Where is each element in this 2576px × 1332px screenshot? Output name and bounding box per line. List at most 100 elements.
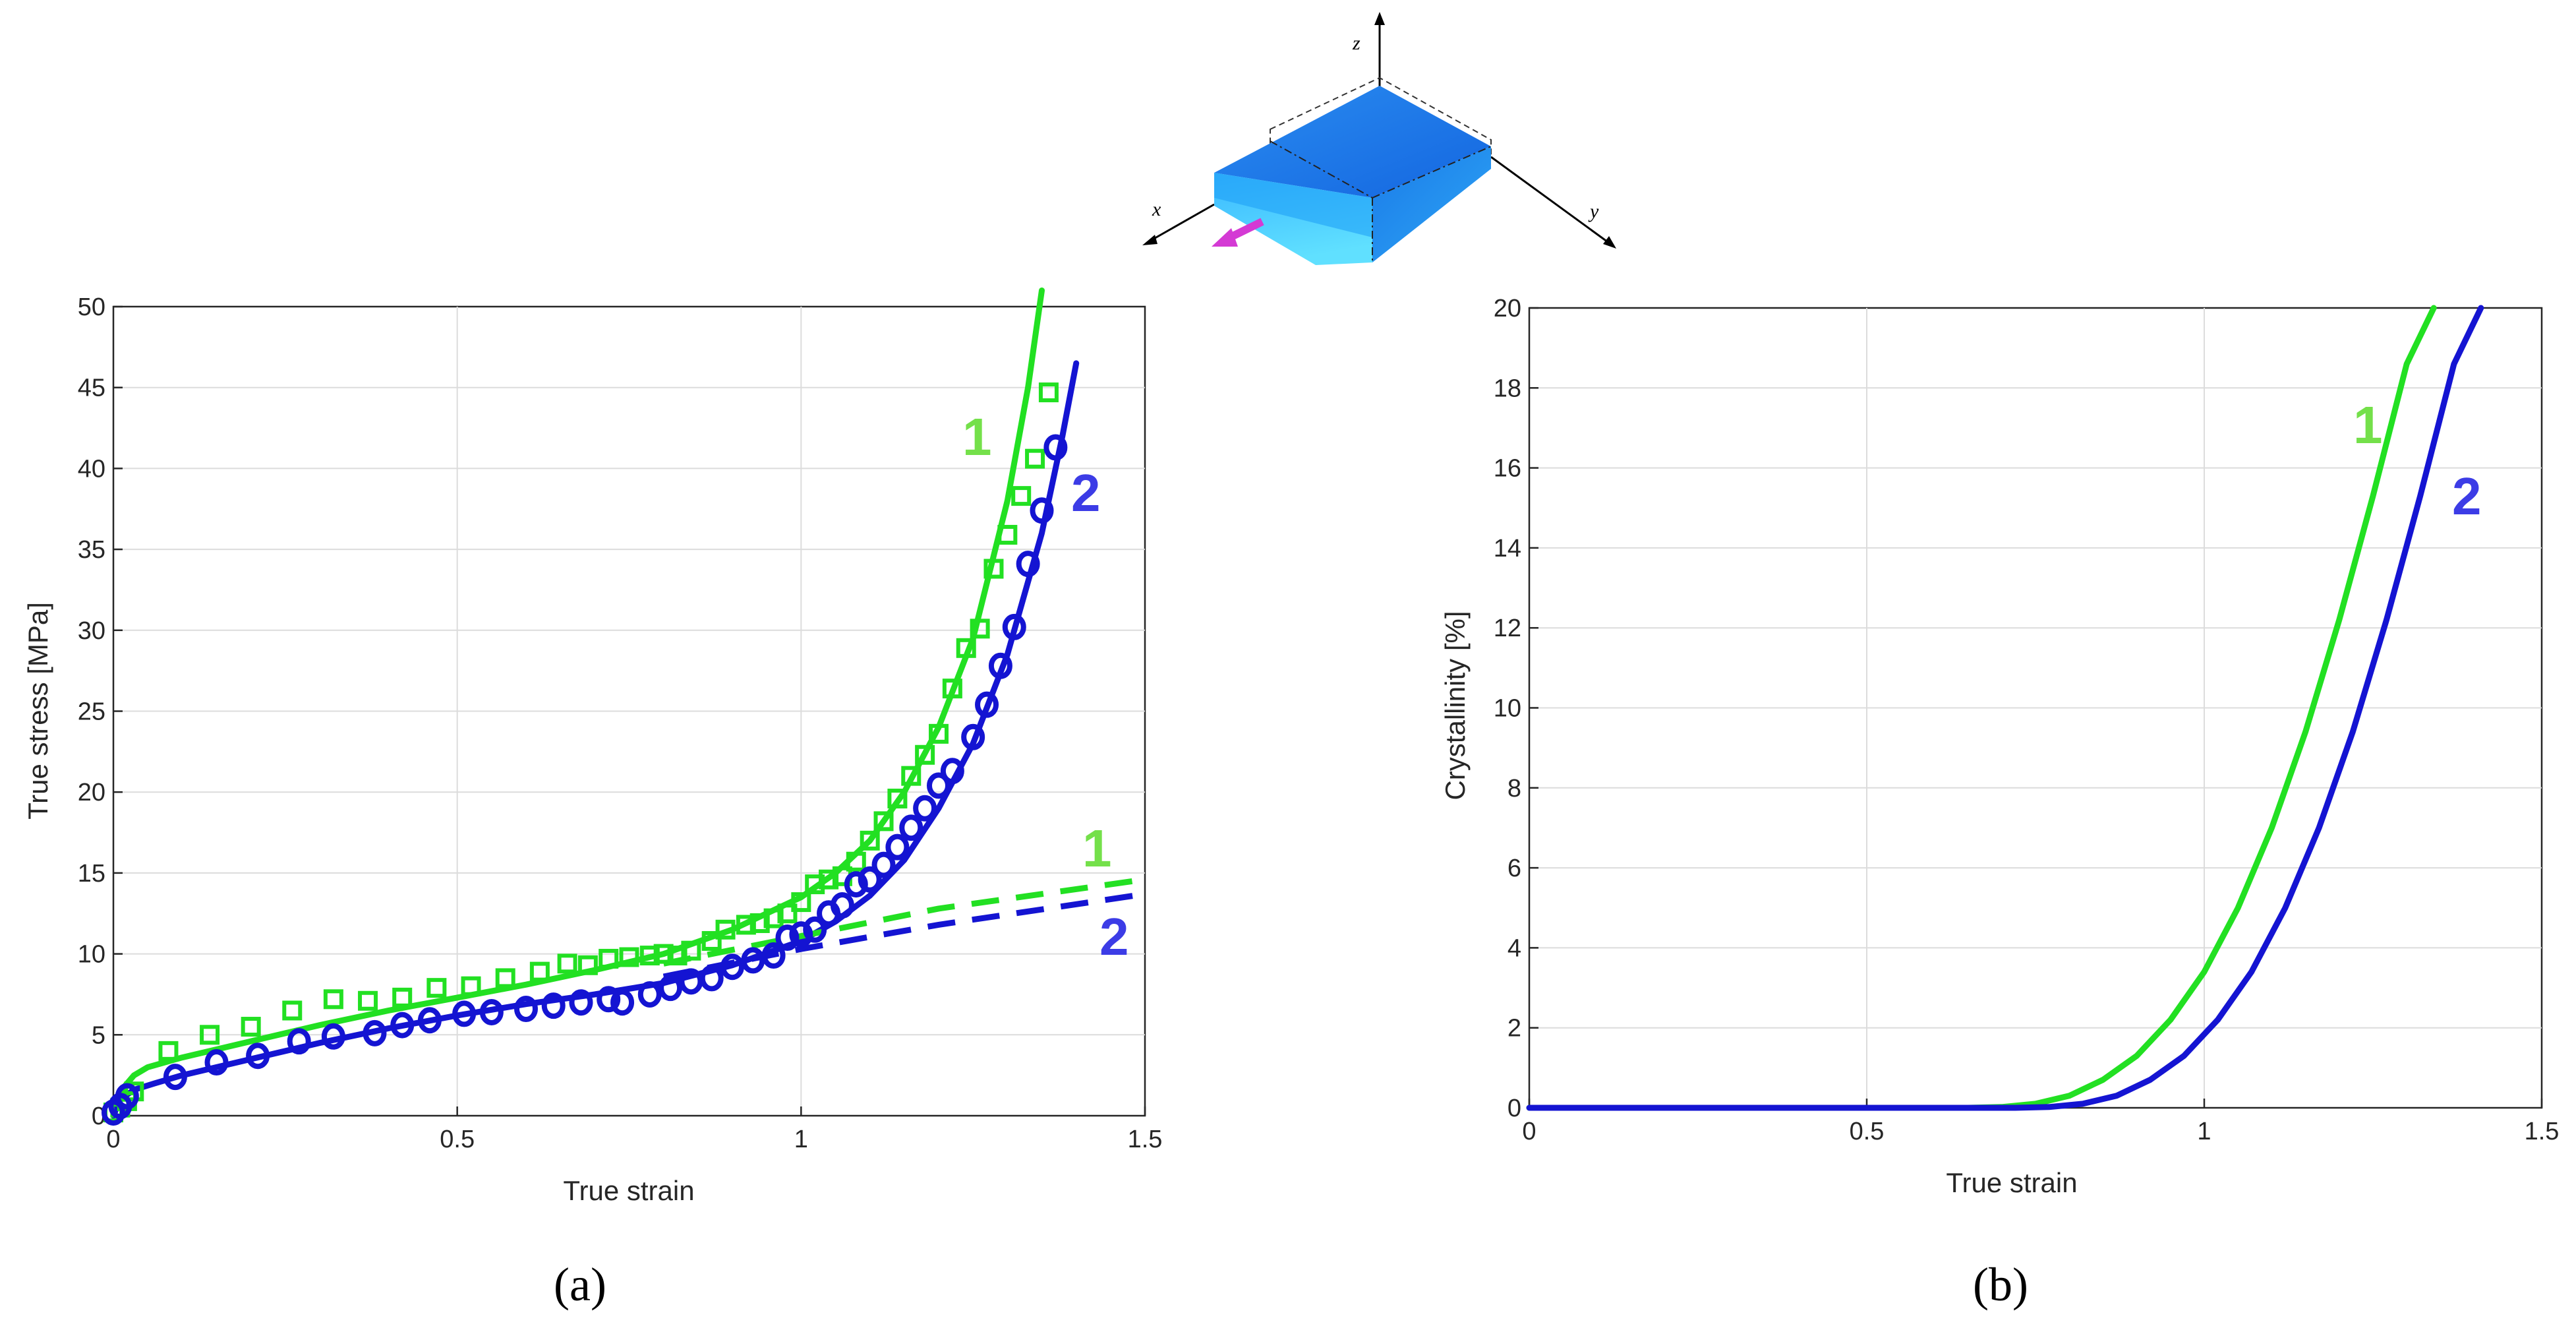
x-tick-label: 1 bbox=[794, 1126, 808, 1153]
marker-square-1 bbox=[681, 940, 701, 961]
chart-a-panel-label: (a) bbox=[554, 1258, 606, 1311]
marker-square-1 bbox=[392, 987, 413, 1008]
y-tick-label: 25 bbox=[78, 698, 105, 726]
marker-circle-2 bbox=[789, 921, 813, 948]
marker-square-1 bbox=[763, 908, 784, 928]
y-axis-arrow bbox=[1603, 236, 1616, 249]
box-top-face bbox=[1214, 86, 1491, 198]
x-tick-label: 1.5 bbox=[2525, 1118, 2560, 1145]
marker-square-1 bbox=[639, 946, 660, 966]
load-arrow-head bbox=[1212, 228, 1238, 247]
z-axis-label: z bbox=[1352, 32, 1361, 54]
marker-square-1 bbox=[1025, 448, 1045, 469]
marker-square-1 bbox=[495, 968, 515, 988]
box-front-lower bbox=[1214, 173, 1372, 237]
marker-circle-2 bbox=[204, 1049, 229, 1076]
y-tick-label: 12 bbox=[1494, 615, 1521, 642]
chart-b-series bbox=[1526, 305, 2484, 1111]
series-line-1 bbox=[110, 288, 1045, 1119]
y-tick-label: 40 bbox=[78, 455, 105, 483]
marker-square-1 bbox=[997, 525, 1018, 545]
x-tick-label: 0 bbox=[1522, 1118, 1536, 1145]
marker-square-1 bbox=[749, 913, 770, 933]
marker-circle-2 bbox=[541, 992, 566, 1019]
marker-square-1 bbox=[873, 811, 894, 832]
marker-square-1 bbox=[805, 874, 825, 895]
chart-b-ylabel: Crystallinity [%] bbox=[1440, 611, 1471, 800]
marker-square-1 bbox=[929, 723, 949, 744]
z-axis-arrow bbox=[1374, 12, 1385, 25]
marker-circle-2 bbox=[1030, 497, 1054, 524]
marker-circle-2 bbox=[246, 1043, 270, 1070]
marker-circle-2 bbox=[761, 942, 786, 969]
chart-a-markers bbox=[102, 382, 1068, 1126]
marker-circle-2 bbox=[569, 989, 593, 1016]
y-tick-label: 45 bbox=[78, 375, 105, 402]
x-axis-label: x bbox=[1152, 198, 1161, 220]
marker-circle-2 bbox=[115, 1083, 139, 1110]
marker-square-1 bbox=[1038, 382, 1059, 403]
marker-circle-2 bbox=[287, 1028, 311, 1055]
marker-square-1 bbox=[426, 978, 447, 998]
x-tick-label: 0.5 bbox=[1850, 1118, 1885, 1145]
y-tick-label: 14 bbox=[1494, 535, 1521, 562]
marker-square-1 bbox=[701, 930, 722, 951]
marker-circle-2 bbox=[741, 947, 765, 974]
marker-square-1 bbox=[983, 559, 1004, 579]
chart-a-label-2-upper: 2 bbox=[1071, 464, 1101, 522]
marker-circle-2 bbox=[597, 986, 621, 1013]
y-tick-label: 8 bbox=[1508, 775, 1521, 802]
marker-square-1 bbox=[241, 1017, 261, 1037]
marker-circle-2 bbox=[1016, 551, 1040, 578]
x-tick-label: 1.5 bbox=[1128, 1126, 1163, 1153]
marker-square-1 bbox=[599, 948, 619, 969]
marker-square-1 bbox=[200, 1025, 220, 1045]
marker-square-1 bbox=[461, 976, 481, 996]
marker-square-1 bbox=[667, 946, 688, 966]
chart-b-xlabel: True strain bbox=[1946, 1167, 2077, 1198]
marker-circle-2 bbox=[830, 892, 854, 919]
y-tick-label: 10 bbox=[78, 941, 105, 969]
chart-b-panel-label: (b) bbox=[1973, 1258, 2028, 1311]
y-tick-label: 18 bbox=[1494, 375, 1521, 402]
marker-circle-2 bbox=[417, 1007, 442, 1034]
chart-b-label-1: 1 bbox=[2353, 396, 2383, 454]
chart-a-label-1-lower: 1 bbox=[1082, 819, 1112, 878]
marker-circle-2 bbox=[803, 916, 827, 943]
chart-a-label-1-upper: 1 bbox=[962, 408, 992, 466]
marker-square-1 bbox=[736, 915, 756, 935]
marker-circle-2 bbox=[452, 1000, 477, 1027]
marker-circle-2 bbox=[961, 723, 985, 750]
marker-square-1 bbox=[970, 619, 990, 639]
marker-circle-2 bbox=[610, 989, 635, 1016]
chart-a-label-2-lower: 2 bbox=[1099, 907, 1129, 966]
marker-square-1 bbox=[715, 919, 736, 940]
marker-circle-2 bbox=[927, 772, 951, 799]
y-tick-label: 6 bbox=[1508, 855, 1521, 882]
section-line-1 bbox=[1270, 140, 1373, 198]
y-tick-label: 16 bbox=[1494, 455, 1521, 483]
marker-square-1 bbox=[323, 989, 343, 1010]
y-tick-label: 5 bbox=[92, 1021, 105, 1049]
marker-circle-2 bbox=[858, 866, 882, 893]
y-tick-label: 2 bbox=[1508, 1015, 1521, 1043]
marker-square-1 bbox=[777, 903, 798, 924]
y-tick-label: 50 bbox=[78, 293, 105, 321]
y-axis-label: y bbox=[1588, 200, 1599, 222]
specimen-inset: x y z bbox=[1142, 12, 1616, 265]
marker-square-1 bbox=[791, 892, 811, 913]
marker-square-1 bbox=[577, 955, 598, 975]
section-line-3 bbox=[1372, 146, 1492, 198]
marker-square-1 bbox=[529, 961, 550, 982]
y-tick-label: 20 bbox=[1494, 295, 1521, 322]
marker-circle-2 bbox=[363, 1019, 387, 1046]
marker-square-1 bbox=[956, 638, 976, 658]
y-tick-label: 10 bbox=[1494, 695, 1521, 723]
marker-square-1 bbox=[557, 954, 577, 974]
y-tick-label: 35 bbox=[78, 536, 105, 564]
y-tick-label: 20 bbox=[78, 779, 105, 806]
